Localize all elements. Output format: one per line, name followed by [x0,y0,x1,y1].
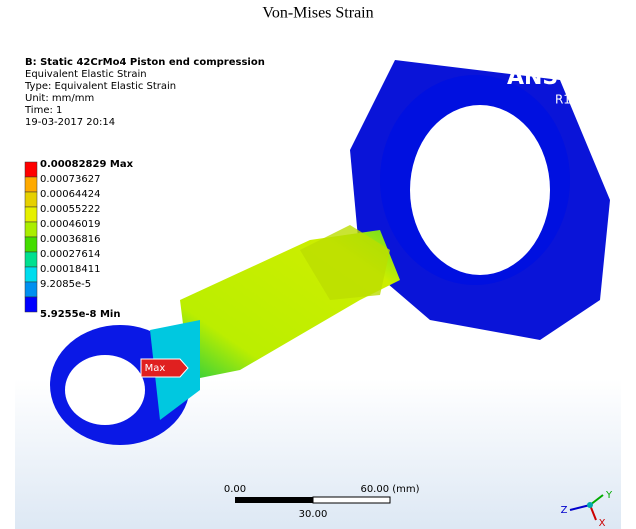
header-line: Time: 1 [24,105,62,116]
legend-swatch [25,282,37,297]
header-title: B: Static 42CrMo4 Piston end compression [25,57,265,68]
legend-label: 0.00046019 [40,219,100,230]
legend-swatch [25,252,37,267]
viewport: Von-Mises Strain B: Static 42CrMo4 Pisto… [0,0,636,529]
probe-label: Max [145,363,166,374]
header-line: 19-03-2017 20:14 [25,117,115,128]
legend-label: 0.00055222 [40,204,100,215]
scale-left: 0.00 [224,484,246,495]
logo-version: R17.1 [555,93,590,107]
legend-label: 0.00018411 [40,264,100,275]
legend-label: 5.9255e-8 Min [40,309,120,320]
legend-swatch [25,177,37,192]
scale-middle: 30.00 [299,509,328,520]
legend-label: 9.2085e-5 [40,279,91,290]
legend-swatch [25,192,37,207]
triad-x: X [599,518,606,529]
legend-label: 0.00027614 [40,249,100,260]
legend-label: 0.00073627 [40,174,100,185]
page-title: Von-Mises Strain [262,5,373,22]
logo-name: ANSYS [507,65,590,90]
legend-swatch [25,297,37,312]
probe-flag: Max [141,359,188,377]
scale-right: 60.00 (mm) [360,484,419,495]
legend-swatch [25,222,37,237]
header-line: Type: Equivalent Elastic Strain [24,81,176,92]
triad-z: Z [561,505,568,516]
screenshot: Von-Mises Strain B: Static 42CrMo4 Pisto… [0,0,636,529]
legend-label: 0.00082829 Max [40,159,134,170]
legend-swatch [25,267,37,282]
triad-y: Y [605,490,613,501]
header-line: Unit: mm/mm [25,93,94,104]
legend-swatch [25,162,37,177]
legend-swatch [25,237,37,252]
legend-label: 0.00064424 [40,189,100,200]
legend-label: 0.00036816 [40,234,100,245]
header-line: Equivalent Elastic Strain [25,69,147,80]
legend-swatch [25,207,37,222]
